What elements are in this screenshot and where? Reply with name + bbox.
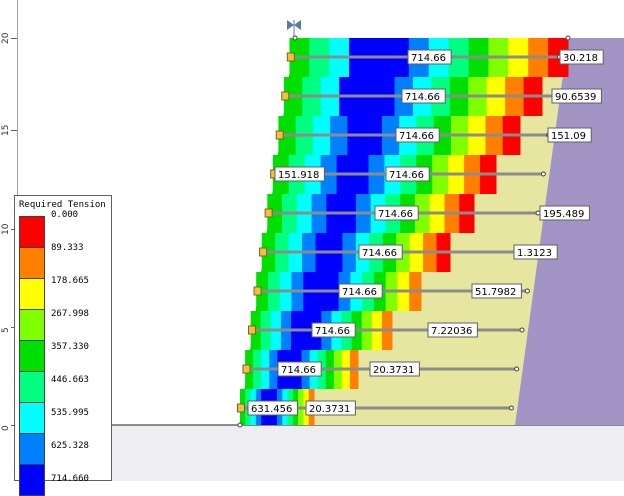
tension-value: 20.3731: [373, 365, 414, 376]
tension-value-box: [547, 127, 592, 143]
legend-swatch: [19, 309, 45, 341]
tension-value-box: [513, 244, 558, 260]
y-tick-label: 15: [1, 124, 11, 136]
legend-swatch: [19, 402, 45, 434]
crest-node: [565, 35, 571, 41]
tension-value: 714.66: [378, 209, 413, 220]
tension-value: 151.918: [278, 170, 319, 181]
tension-value: 51.7982: [475, 287, 516, 298]
tension-value-box: [407, 49, 452, 65]
connection-node: [253, 286, 262, 296]
legend-swatch: [19, 247, 45, 279]
legend-swatch: [19, 371, 45, 403]
rod-end-node: [535, 210, 541, 216]
tension-value-box: [369, 361, 420, 377]
tension-value: 30.218: [563, 53, 598, 64]
tension-value: 714.66: [399, 131, 434, 142]
tension-value: 631.456: [251, 404, 292, 415]
legend-label: 535.995: [51, 408, 89, 418]
connection-node: [275, 130, 284, 140]
tension-value: 714.66: [342, 287, 377, 298]
legend-swatch: [19, 340, 45, 372]
rod-end-node: [524, 288, 530, 294]
tension-value: 1.3123: [517, 248, 552, 259]
legend-label: 446.663: [51, 375, 89, 385]
legend-swatch: [19, 464, 45, 496]
crest-marker-icon[interactable]: [287, 20, 294, 30]
tension-legend: Required Tension 0.000 89.333 178.665 267.9…: [14, 195, 112, 496]
tension-value: 195.489: [543, 209, 584, 220]
tension-value-box: [401, 88, 446, 104]
y-tick-label: 5: [1, 327, 11, 333]
legend-swatch: [19, 216, 45, 248]
legend-label: 178.665: [51, 276, 89, 286]
y-tick-label: 0: [1, 425, 11, 431]
tension-value-box: [539, 205, 590, 221]
toe-node: [237, 422, 243, 428]
y-tick-mark: [11, 38, 17, 39]
rod-end-node: [508, 405, 514, 411]
foundation: [18, 425, 624, 481]
tension-value-box: [338, 283, 383, 299]
tension-value-box: [427, 322, 478, 338]
connection-node: [286, 52, 295, 62]
tension-value: 7.22036: [431, 326, 472, 337]
legend-swatch: [19, 278, 45, 310]
y-tick: [0, 130, 18, 131]
connection-node: [281, 91, 290, 101]
legend-title: Required Tension: [19, 200, 106, 210]
model-canvas[interactable]: 714.66 30.218 714.66 90.6539 714.66 151.09 151…: [18, 0, 624, 481]
rod-end-node: [540, 171, 546, 177]
legend-label: 714.660: [51, 474, 89, 484]
tension-value-box: [471, 283, 522, 299]
tension-value-box: [311, 322, 356, 338]
tension-value-box: [247, 400, 298, 416]
tension-value-box: [559, 49, 604, 65]
tension-value: 714.66: [362, 248, 397, 259]
tension-value: 714.66: [411, 53, 446, 64]
tension-value: 714.66: [389, 170, 424, 181]
retained-soil: [515, 38, 624, 425]
y-tick: [0, 38, 18, 39]
tension-value: 714.66: [281, 365, 316, 376]
connection-node: [242, 364, 251, 374]
tension-value-box: [277, 361, 322, 377]
tension-value-box: [274, 166, 325, 182]
rod-end-node: [514, 366, 520, 372]
tension-value-box: [374, 205, 419, 221]
crest-node: [292, 35, 298, 41]
connection-node: [236, 403, 245, 413]
connection-node: [248, 325, 257, 335]
rod-end-node: [519, 327, 525, 333]
tension-value-box: [358, 244, 403, 260]
connection-node: [259, 247, 268, 257]
tension-value-box: [551, 88, 602, 104]
tension-value-box: [305, 400, 356, 416]
legend-label: 0.000: [51, 210, 79, 220]
legend-label: 357.330: [51, 342, 89, 352]
tension-value-box: [385, 166, 430, 182]
legend-swatch: [19, 433, 45, 465]
legend-label: 267.998: [51, 309, 89, 319]
tension-value: 151.09: [551, 131, 586, 142]
legend-label: 625.328: [51, 441, 89, 451]
tension-value: 714.66: [405, 92, 440, 103]
y-tick-mark: [11, 130, 17, 131]
y-tick-label: 10: [1, 223, 11, 235]
tension-value-box: [395, 127, 440, 143]
y-tick-label: 20: [1, 32, 11, 44]
legend-label: 89.333: [51, 243, 84, 253]
tension-value: 714.66: [315, 326, 350, 337]
crest-marker-icon[interactable]: [294, 20, 301, 30]
tension-value: 90.6539: [555, 92, 596, 103]
tension-value: 20.3731: [309, 404, 350, 415]
connection-node: [264, 208, 273, 218]
